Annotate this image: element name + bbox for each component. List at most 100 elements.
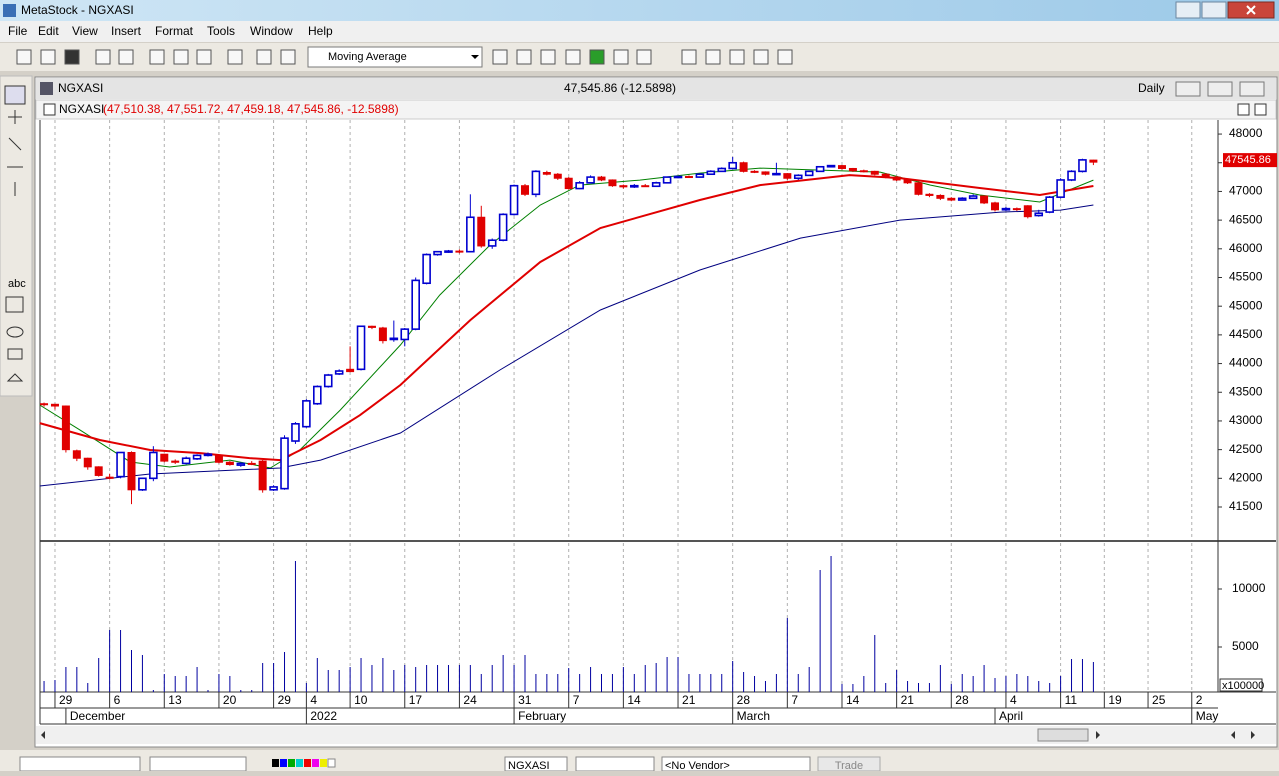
menu-item[interactable]: Window <box>250 24 293 38</box>
candle-body <box>346 368 355 373</box>
candle-body <box>662 176 672 184</box>
scroll-thumb[interactable] <box>1037 728 1089 742</box>
unit-box <box>1219 678 1263 692</box>
x-tick-label: 14 <box>627 693 641 707</box>
candle-body <box>1078 159 1087 173</box>
candle-body <box>892 176 901 181</box>
candle-body <box>433 250 442 256</box>
candle-body <box>1023 205 1032 218</box>
tool-button[interactable] <box>777 49 793 65</box>
triangle-tool[interactable] <box>6 373 24 382</box>
candle-body <box>608 179 617 187</box>
last-price-label: 47545.86 <box>1225 154 1271 166</box>
y-tick-label: 48000 <box>1229 126 1263 140</box>
cut-button[interactable] <box>149 49 165 65</box>
menu-item[interactable]: View <box>72 24 98 38</box>
candle-body <box>531 170 541 196</box>
candle-body <box>586 176 595 184</box>
pointer-tool[interactable] <box>4 85 26 105</box>
candle-body <box>553 173 562 179</box>
y-tick-label: 41500 <box>1229 499 1263 513</box>
y-tick-label: 46000 <box>1229 241 1263 255</box>
window-close[interactable] <box>1239 81 1265 97</box>
menu-item[interactable]: Help <box>308 24 333 38</box>
menu-item[interactable]: Format <box>155 24 194 38</box>
save-button[interactable] <box>64 49 80 65</box>
swatch[interactable] <box>272 759 279 767</box>
print-button[interactable] <box>95 49 111 65</box>
scroll-right[interactable] <box>1096 731 1100 739</box>
text-tool[interactable]: abc <box>8 278 26 290</box>
candle-body <box>291 423 300 442</box>
last-price-box <box>1223 153 1277 168</box>
swatch[interactable] <box>327 758 336 768</box>
page-right[interactable] <box>1251 731 1255 739</box>
grid-tool[interactable] <box>5 296 24 313</box>
status-field[interactable] <box>19 756 141 772</box>
menu-item[interactable]: Tools <box>207 24 235 38</box>
rect-tool[interactable] <box>7 348 23 360</box>
swatch[interactable] <box>312 759 319 767</box>
minimize-button[interactable] <box>1175 1 1201 19</box>
tool-button[interactable] <box>729 49 745 65</box>
x-tick-label: 28 <box>955 693 969 707</box>
tool-button[interactable] <box>540 49 556 65</box>
drawing-toolbar <box>0 75 33 397</box>
menu-item[interactable]: Edit <box>38 24 59 38</box>
tool-button[interactable] <box>492 49 508 65</box>
window-max[interactable] <box>1207 81 1233 97</box>
x-tick-label: 17 <box>409 693 423 707</box>
x-tick-label: 28 <box>737 693 751 707</box>
pane-close[interactable] <box>1254 103 1267 116</box>
candle-body <box>695 173 705 178</box>
tool-button[interactable] <box>565 49 581 65</box>
swatch[interactable] <box>288 759 295 767</box>
ellipse-tool[interactable] <box>6 326 24 338</box>
indicator-dropdown[interactable] <box>307 46 483 68</box>
cross-tool[interactable] <box>8 110 22 124</box>
candle-body <box>914 182 923 195</box>
tool-button[interactable] <box>613 49 629 65</box>
tool-button[interactable] <box>753 49 769 65</box>
crosshair-button[interactable] <box>256 49 272 65</box>
maximize-button[interactable] <box>1201 1 1227 19</box>
window-min[interactable] <box>1175 81 1201 97</box>
tool-button[interactable] <box>681 49 697 65</box>
menu-item[interactable]: File <box>8 24 28 38</box>
menu-item[interactable]: Insert <box>111 24 142 38</box>
swatch[interactable] <box>304 759 311 767</box>
swatch[interactable] <box>320 759 327 767</box>
pane-max[interactable] <box>1237 103 1250 116</box>
candle-body <box>619 185 628 188</box>
status-field[interactable] <box>575 756 655 772</box>
candle-body <box>1056 179 1065 198</box>
preview-button[interactable] <box>118 49 134 65</box>
copy-button[interactable] <box>173 49 189 65</box>
drawing-tools <box>4 85 26 382</box>
scroll-left[interactable] <box>41 731 45 739</box>
tool-button[interactable] <box>705 49 721 65</box>
tool-button[interactable] <box>636 49 652 65</box>
open-button[interactable] <box>40 49 56 65</box>
zoom-button[interactable] <box>280 49 296 65</box>
paste-button[interactable] <box>196 49 212 65</box>
candle-body <box>980 195 989 204</box>
candle-body <box>1045 196 1054 213</box>
trendline-tool[interactable] <box>8 137 22 151</box>
swatch[interactable] <box>280 759 287 767</box>
y-tick-label: 43000 <box>1229 413 1263 427</box>
window-title: NGXASI <box>58 81 103 95</box>
candle-body <box>149 451 158 480</box>
swatch[interactable] <box>296 759 303 767</box>
tool-button[interactable] <box>589 49 605 65</box>
tool-button[interactable] <box>516 49 532 65</box>
page-left[interactable] <box>1231 731 1235 739</box>
undo-button[interactable] <box>227 49 243 65</box>
candle-body <box>334 370 344 375</box>
y-tick-label: 45000 <box>1229 298 1263 312</box>
status-field[interactable] <box>149 756 247 772</box>
candle-body <box>498 213 508 242</box>
candle-body <box>83 457 92 468</box>
new-button[interactable] <box>16 49 32 65</box>
